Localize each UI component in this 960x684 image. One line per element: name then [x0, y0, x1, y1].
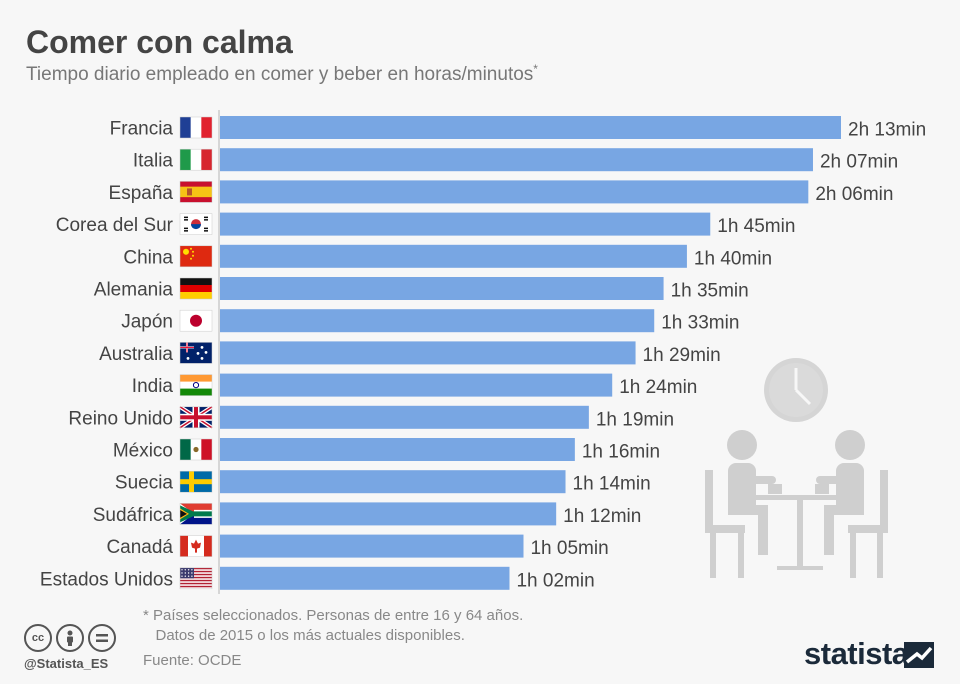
flag-us-icon	[179, 567, 213, 590]
flag-cn-icon	[179, 245, 213, 268]
bar-se[interactable]	[220, 470, 566, 494]
value-label: 1h 33min	[661, 313, 739, 334]
category-label: Alemania	[94, 280, 174, 301]
license-icons: cc	[24, 624, 116, 652]
value-label: 1h 24min	[619, 377, 697, 398]
value-label: 1h 02min	[516, 570, 594, 591]
bar-us[interactable]	[220, 566, 510, 590]
value-label: 1h 45min	[717, 216, 795, 237]
category-label: Estados Unidos	[40, 569, 173, 590]
category-label: Australia	[99, 344, 173, 365]
bar-in[interactable]	[220, 373, 613, 397]
category-label: Japón	[121, 312, 173, 333]
flag-de-icon	[179, 277, 213, 300]
bars-group: Francia 2h 13min Italia 2h 07min España 2h 06…	[40, 116, 926, 591]
cc-icon[interactable]: cc	[24, 624, 52, 652]
value-label: 1h 14min	[573, 474, 651, 495]
flag-se-icon	[179, 470, 213, 493]
category-label: Italia	[133, 151, 174, 172]
bar-ca[interactable]	[220, 534, 524, 558]
chart-title: Comer con calma	[26, 24, 293, 60]
value-label: 1h 35min	[671, 281, 749, 302]
statista-logo-icon	[904, 642, 934, 668]
bar-es[interactable]	[220, 180, 809, 204]
bar-jp[interactable]	[220, 309, 655, 333]
bar-row: Reino Unido 1h 19min	[68, 405, 674, 430]
value-label: 2h 07min	[820, 152, 898, 173]
flag-es-icon	[179, 181, 213, 203]
bar-row: España 2h 06min	[109, 180, 893, 205]
value-label: 1h 19min	[596, 409, 674, 430]
no-derivatives-icon[interactable]	[88, 624, 116, 652]
bar-row: China 1h 40min	[123, 244, 772, 269]
subtitle-text: Tiempo diario empleado en comer y beber …	[26, 64, 534, 85]
value-label: 2h 13min	[848, 120, 926, 141]
bar-row: Francia 2h 13min	[110, 116, 926, 141]
flag-fr-icon	[179, 116, 213, 139]
category-label: India	[132, 376, 174, 397]
category-label: Suecia	[115, 473, 174, 494]
bar-row: Canadá 1h 05min	[106, 534, 609, 559]
flag-in-icon	[179, 374, 213, 396]
flag-za-icon	[179, 503, 213, 525]
category-label: Corea del Sur	[56, 215, 174, 236]
flag-mx-icon	[179, 438, 213, 461]
flag-au-icon	[179, 342, 213, 364]
bar-row: India 1h 24min	[132, 373, 697, 398]
bar-kr[interactable]	[220, 212, 711, 236]
bar-row: Italia 2h 07min	[133, 148, 898, 173]
bar-za[interactable]	[220, 502, 557, 526]
statista-logo[interactable]: statista	[804, 636, 909, 671]
category-label: China	[123, 247, 173, 268]
flag-gb-icon	[178, 405, 214, 430]
bar-de[interactable]	[220, 277, 664, 300]
bar-au[interactable]	[220, 341, 636, 365]
bar-fr[interactable]	[220, 116, 841, 139]
dining-illustration-icon	[705, 358, 888, 578]
bar-row: Estados Unidos 1h 02min	[40, 566, 595, 591]
value-label: 2h 06min	[815, 184, 893, 205]
footnote-line-1: * Países seleccionados. Personas de entr…	[143, 607, 524, 624]
category-label: Francia	[110, 119, 174, 140]
flag-jp-icon	[179, 309, 213, 332]
footnote-line-2: Datos de 2015 o los más actuales disponi…	[143, 627, 465, 644]
bar-mx[interactable]	[220, 438, 575, 461]
bar-row: Suecia 1h 14min	[115, 470, 651, 495]
bar-row: Japón 1h 33min	[121, 309, 739, 334]
flag-it-icon	[179, 148, 213, 171]
flag-ca-icon	[179, 535, 213, 557]
bar-row: Australia 1h 29min	[99, 341, 721, 366]
subtitle-mark: *	[533, 62, 538, 76]
chart-subtitle: Tiempo diario empleado en comer y beber …	[26, 62, 538, 86]
social-handle[interactable]: @Statista_ES	[24, 656, 109, 671]
value-label: 1h 40min	[694, 248, 772, 269]
value-label: 1h 16min	[582, 442, 660, 463]
value-label: 1h 05min	[530, 538, 608, 559]
attribution-icon[interactable]	[56, 624, 84, 652]
category-label: Reino Unido	[68, 408, 173, 429]
bar-row: Alemania 1h 35min	[94, 277, 749, 302]
category-label: México	[113, 441, 173, 462]
bar-row: Corea del Sur 1h 45min	[56, 212, 795, 237]
bar-row: Sudáfrica 1h 12min	[93, 502, 641, 527]
flag-kr-icon	[179, 213, 213, 235]
category-label: Canadá	[106, 537, 173, 558]
category-label: España	[109, 183, 174, 204]
bar-gb[interactable]	[220, 405, 589, 429]
value-label: 1h 12min	[563, 506, 641, 527]
value-label: 1h 29min	[643, 345, 721, 366]
category-label: Sudáfrica	[93, 505, 174, 526]
footnote: * Países seleccionados. Personas de entr…	[143, 606, 523, 646]
source-note: Fuente: OCDE	[143, 652, 242, 669]
bar-it[interactable]	[220, 148, 813, 172]
bar-row: México 1h 16min	[113, 438, 660, 463]
bar-cn[interactable]	[220, 244, 687, 268]
